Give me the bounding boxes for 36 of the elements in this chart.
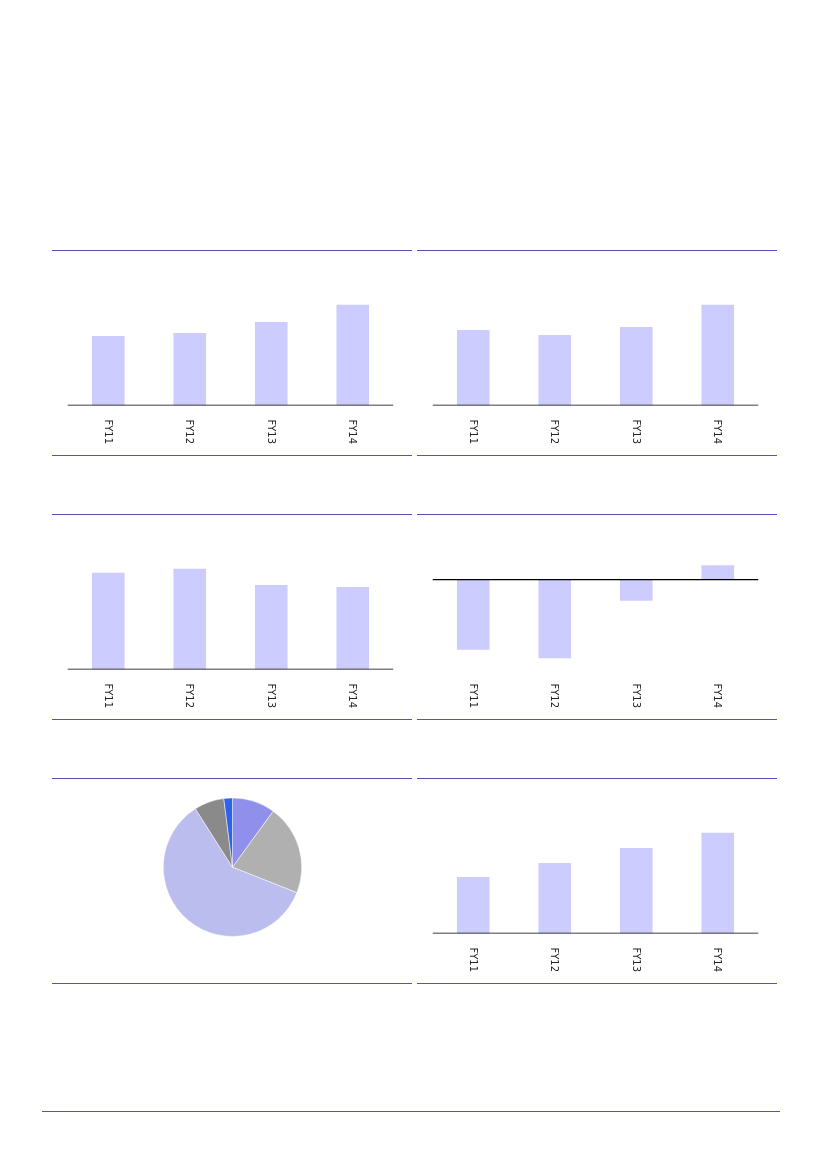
x-tick-label: FY13: [630, 947, 642, 973]
x-tick-label: FY12: [184, 683, 196, 709]
x-tick-label: FY13: [265, 419, 277, 445]
bar: [173, 333, 207, 406]
x-tick-label: FY11: [467, 683, 479, 709]
bar: [91, 336, 125, 406]
bar: [173, 568, 207, 670]
x-tick-label: FY11: [102, 419, 114, 445]
x-tick-label: FY12: [184, 419, 196, 445]
x-tick-label: FY12: [549, 419, 561, 445]
x-tick-label: FY13: [265, 683, 277, 709]
x-tick-label: FY13: [630, 683, 642, 709]
bar: [538, 863, 572, 934]
bar: [254, 584, 288, 670]
bar: [701, 832, 735, 934]
bar: [254, 321, 288, 406]
x-tick-label: FY14: [347, 419, 359, 445]
x-tick-label: FY11: [102, 683, 114, 709]
x-tick-label: FY11: [467, 947, 479, 973]
x-tick-label: FY12: [549, 683, 561, 709]
bar: [456, 877, 490, 934]
x-tick-label: FY14: [712, 683, 724, 709]
bar: [336, 304, 370, 406]
x-tick-label: FY11: [467, 419, 479, 445]
x-tick-label: FY14: [347, 683, 359, 709]
bar: [619, 847, 653, 934]
bar: [336, 586, 370, 670]
bar: [91, 572, 125, 670]
bar: [456, 329, 490, 406]
bar: [538, 335, 572, 406]
x-tick-label: FY13: [630, 419, 642, 445]
x-tick-label: FY14: [712, 947, 724, 973]
bar: [701, 304, 735, 406]
x-tick-label: FY12: [549, 947, 561, 973]
bar: [619, 326, 653, 406]
x-tick-label: FY14: [712, 419, 724, 445]
